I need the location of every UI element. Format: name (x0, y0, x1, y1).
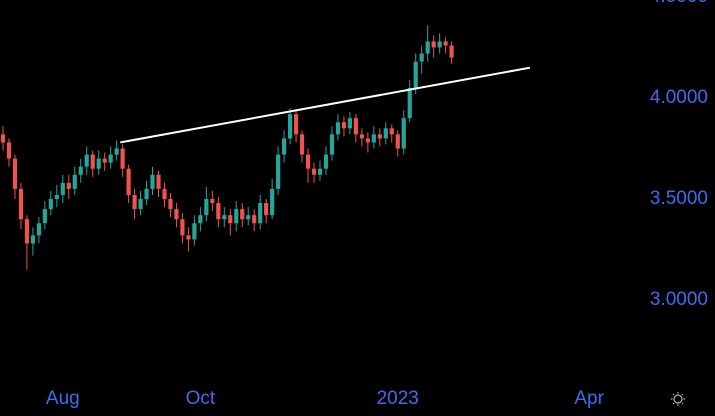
candle-body (60, 182, 65, 195)
candle-body (174, 209, 179, 220)
candle-body (371, 134, 376, 143)
candle-body (282, 138, 287, 155)
candle-body (96, 158, 101, 169)
y-tick-label: 3.5000 (650, 188, 708, 209)
candle-body (252, 215, 257, 224)
candle-body (359, 134, 364, 139)
candle-body (329, 134, 335, 155)
candle-body (353, 118, 358, 135)
candle-body (84, 154, 89, 167)
candle-body (120, 148, 125, 169)
candle-body (36, 223, 41, 236)
candle-body (276, 154, 281, 189)
candle-body (192, 223, 197, 240)
candle-body (102, 158, 107, 163)
candle-body (222, 215, 227, 220)
candle-body (144, 188, 149, 200)
candle-body (210, 199, 215, 204)
candle-body (126, 168, 131, 195)
candle-body (78, 166, 83, 175)
candle-body (311, 168, 317, 175)
candle-body (30, 235, 35, 244)
y-tick-label: 4.5000 (650, 0, 708, 7)
candle-body (162, 188, 167, 200)
icon-rays (671, 392, 685, 406)
candle-body (54, 194, 59, 200)
candle-body (228, 215, 233, 224)
candle-body (270, 188, 275, 216)
candle-body (401, 118, 406, 149)
candle-body (299, 134, 305, 155)
candle-body (204, 199, 209, 216)
candle-body (198, 215, 203, 224)
x-tick-label: Aug (46, 388, 80, 409)
candle-body (413, 61, 418, 88)
icon-circle (673, 394, 683, 404)
candle-body (305, 154, 311, 169)
candle-body (114, 148, 119, 155)
candle-body (317, 168, 323, 175)
candle-body (90, 154, 95, 169)
x-tick-label: Oct (186, 388, 216, 409)
candle-body (48, 199, 53, 210)
candle-body (443, 41, 448, 46)
candle-body (258, 203, 263, 224)
candle-body (6, 142, 12, 159)
candle-body (449, 45, 454, 58)
candle-body (66, 182, 71, 189)
candle-body (42, 209, 47, 224)
candle-body (419, 53, 424, 62)
candle-body (425, 41, 430, 54)
y-tick-label: 3.0000 (650, 289, 708, 310)
candle-body (246, 215, 251, 220)
candle-body (395, 134, 400, 149)
candle-body (108, 154, 113, 163)
candle-body (389, 128, 394, 135)
x-tick-label: 2023 (377, 388, 419, 409)
candle-body (377, 134, 382, 139)
candle-body (18, 188, 24, 220)
candle-body (186, 235, 191, 240)
candle-body (431, 41, 436, 48)
candle-body (24, 219, 30, 244)
candle-body (437, 41, 442, 48)
candle-body (365, 138, 370, 143)
candle-body (288, 114, 293, 139)
candle-body (156, 174, 161, 189)
candle-body (323, 154, 329, 169)
candle-body (138, 199, 143, 210)
candle-body (240, 209, 245, 220)
candle-body (383, 128, 388, 139)
candle-body (293, 114, 299, 135)
y-tick-label: 4.0000 (650, 87, 708, 108)
candle-body (180, 219, 185, 236)
candle-body (12, 158, 18, 189)
trend-line (120, 66, 531, 144)
candle-body (72, 174, 77, 189)
candle-body (0, 134, 6, 143)
candle-body (216, 203, 221, 220)
candle-body (234, 209, 239, 224)
candle-body (132, 194, 137, 210)
x-tick-label: Apr (574, 388, 604, 409)
settings-icon[interactable] (671, 392, 685, 406)
candle-body (407, 87, 412, 119)
candle-body (335, 122, 341, 135)
candle-body (150, 174, 155, 189)
candle-body (264, 203, 269, 216)
candle-body (347, 118, 352, 129)
candle-body (341, 122, 347, 129)
candle-body (168, 199, 173, 210)
